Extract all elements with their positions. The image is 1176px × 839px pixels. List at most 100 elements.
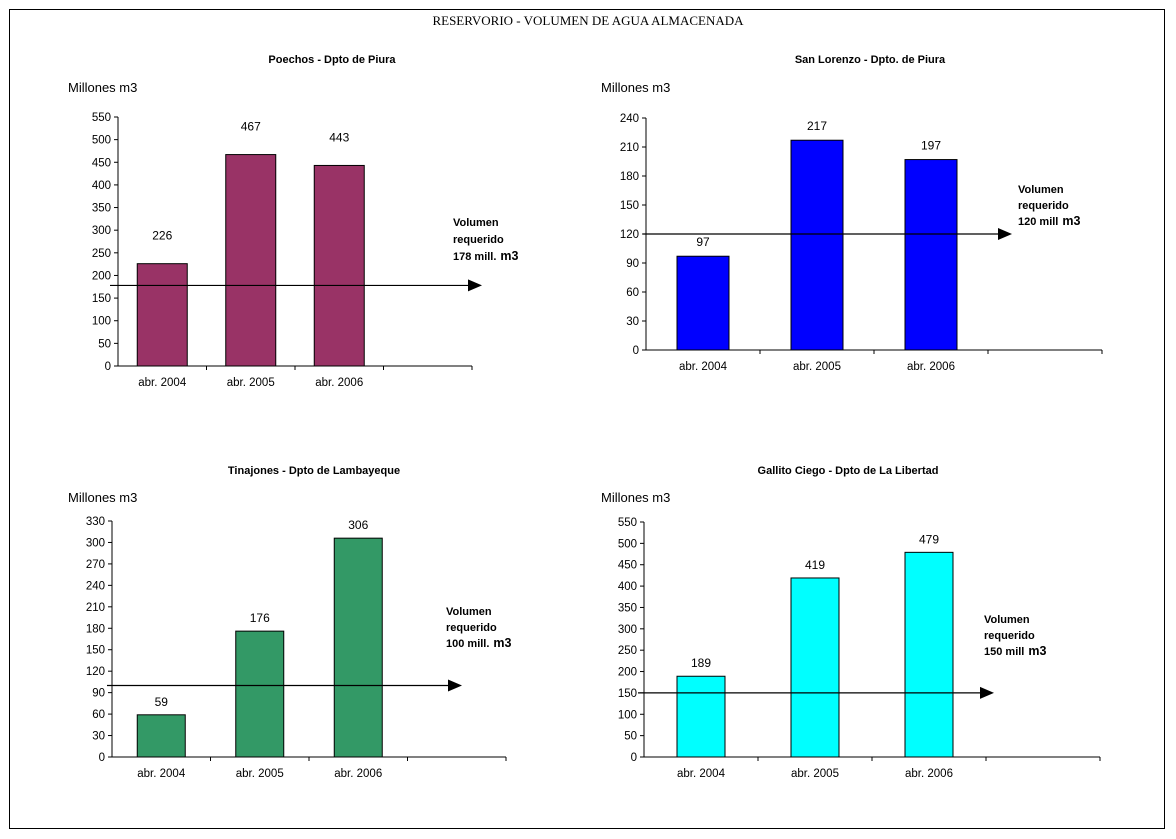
y-tick-label: 0: [631, 752, 637, 764]
data-label: 176: [250, 611, 270, 625]
y-tick-label: 150: [618, 688, 637, 700]
data-label: 97: [696, 235, 710, 249]
y-tick-label: 30: [92, 731, 105, 743]
annotation-line: Volumen: [446, 606, 492, 618]
y-tick-label: 300: [92, 225, 111, 237]
arrow-head-icon: [998, 228, 1012, 240]
y-tick-label: 0: [105, 361, 111, 373]
category-label: abr. 2006: [907, 361, 955, 373]
data-label: 189: [691, 656, 711, 670]
data-label: 226: [152, 229, 172, 243]
y-tick-label: 250: [92, 248, 111, 260]
category-label: abr. 2006: [315, 377, 363, 389]
data-label: 197: [921, 139, 941, 153]
bar: [225, 154, 277, 367]
y-tick-label: 100: [92, 316, 111, 328]
arrow-head-icon: [468, 279, 482, 292]
y-tick-label: 550: [92, 112, 111, 124]
data-label: 479: [919, 532, 939, 546]
y-tick-label: 90: [92, 688, 105, 700]
y-axis-label: Millones m3: [601, 490, 670, 505]
chart-title: Tinajones - Dpto de Lambayeque: [228, 465, 400, 477]
category-label: abr. 2004: [137, 768, 186, 780]
y-tick-label: 50: [98, 338, 111, 350]
annotation-line: Volumen: [1018, 184, 1064, 196]
bar: [313, 164, 365, 367]
annotation-line: requerido: [453, 234, 504, 246]
y-tick-label: 300: [618, 624, 637, 636]
y-tick-label: 180: [620, 171, 639, 183]
annotation-line: 120 mill: [1018, 216, 1058, 228]
data-label: 467: [241, 120, 261, 134]
page-title: RESERVORIO - VOLUMEN DE AGUA ALMACENADA: [432, 13, 744, 28]
category-label: abr. 2004: [679, 361, 728, 373]
y-tick-label: 30: [626, 316, 639, 328]
annotation-line: Volumen: [453, 217, 499, 229]
category-label: abr. 2006: [334, 768, 382, 780]
arrow-head-icon: [980, 686, 994, 699]
y-tick-label: 120: [620, 229, 639, 241]
category-label: abr. 2005: [227, 377, 275, 389]
bar: [136, 714, 186, 758]
y-tick-label: 120: [86, 666, 105, 678]
category-label: abr. 2005: [791, 768, 839, 780]
y-tick-label: 300: [86, 537, 105, 549]
bar: [676, 675, 726, 758]
y-tick-label: 450: [92, 157, 111, 169]
annotation-line: 178 mill.: [453, 251, 496, 263]
y-axis-label: Millones m3: [601, 80, 670, 95]
annotation-unit: m3: [1028, 644, 1046, 658]
y-tick-label: 200: [92, 270, 111, 282]
y-tick-label: 150: [86, 645, 105, 657]
y-tick-label: 350: [618, 602, 637, 614]
y-axis-label: Millones m3: [68, 80, 137, 95]
bar: [790, 577, 840, 758]
data-label: 59: [155, 695, 169, 709]
annotation-line: 100 mill.: [446, 638, 489, 650]
y-tick-label: 0: [633, 345, 639, 357]
category-label: abr. 2005: [793, 361, 841, 373]
annotation-unit: m3: [493, 636, 511, 650]
y-tick-label: 210: [620, 142, 639, 154]
data-label: 419: [805, 558, 825, 572]
chart-title: Poechos - Dpto de Piura: [268, 54, 396, 66]
data-label: 443: [329, 130, 349, 144]
y-axis-label: Millones m3: [68, 490, 137, 505]
y-tick-label: 450: [618, 560, 637, 572]
annotation-line: requerido: [446, 622, 497, 634]
y-tick-label: 400: [618, 581, 637, 593]
category-label: abr. 2004: [138, 377, 187, 389]
y-tick-label: 400: [92, 180, 111, 192]
y-tick-label: 60: [626, 287, 639, 299]
y-tick-label: 350: [92, 203, 111, 215]
bar: [136, 263, 188, 367]
bar: [333, 537, 383, 758]
category-label: abr. 2004: [677, 768, 726, 780]
chart-title: San Lorenzo - Dpto. de Piura: [795, 54, 946, 66]
annotation-line: 150 mill: [984, 646, 1024, 658]
bar: [676, 255, 730, 351]
bar: [904, 551, 954, 758]
annotation-line: requerido: [1018, 200, 1069, 212]
category-label: abr. 2006: [905, 768, 953, 780]
y-tick-label: 180: [86, 623, 105, 635]
annotation-unit: m3: [1062, 214, 1080, 228]
y-tick-label: 0: [99, 752, 105, 764]
bar: [235, 630, 285, 758]
category-label: abr. 2005: [236, 768, 284, 780]
chart-title: Gallito Ciego - Dpto de La Libertad: [758, 465, 939, 477]
y-tick-label: 240: [620, 113, 639, 125]
y-tick-label: 210: [86, 602, 105, 614]
y-tick-label: 90: [626, 258, 639, 270]
y-tick-label: 200: [618, 667, 637, 679]
y-tick-label: 500: [92, 135, 111, 147]
data-label: 217: [807, 119, 827, 133]
arrow-head-icon: [448, 679, 462, 692]
y-tick-label: 150: [92, 293, 111, 305]
y-tick-label: 150: [620, 200, 639, 212]
y-tick-label: 330: [86, 516, 105, 528]
